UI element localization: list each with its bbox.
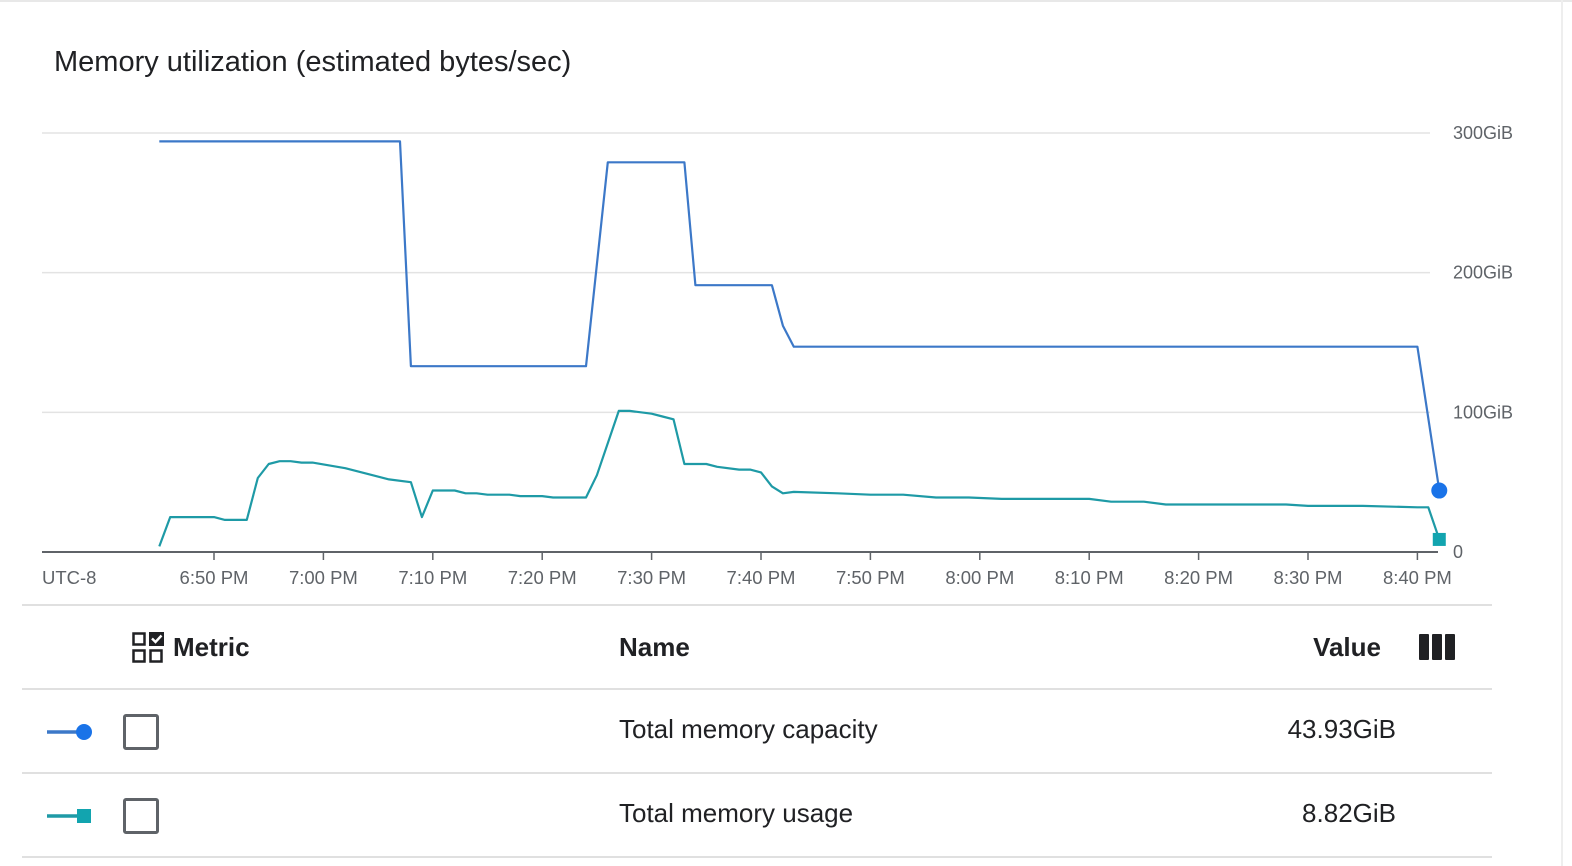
columns-icon[interactable] [1419,634,1455,660]
legend-line-circle-icon [47,724,92,740]
frame-border-right [1561,0,1563,866]
x-tick-label: 6:50 PM [180,567,249,588]
x-tick-label: 7:40 PM [727,567,796,588]
timezone-label: UTC-8 [42,567,96,588]
series-end-marker-square [1432,532,1446,546]
frame-border-top [0,0,1572,2]
metric-value: 43.93GiB [1287,714,1396,744]
metric-name: Total memory usage [619,798,854,828]
x-tick-label: 8:20 PM [1164,567,1233,588]
metric-name: Total memory capacity [619,714,878,744]
table-header: Metric Name Value [22,604,1492,690]
row-checkbox[interactable] [123,798,159,834]
x-tick-label: 7:30 PM [617,567,686,588]
metric-value: 8.82GiB [1302,798,1396,828]
y-tick-label: 300GiB [1453,123,1513,143]
x-tick-label: 8:40 PM [1383,567,1452,588]
metric-header[interactable]: Metric [173,632,250,662]
x-tick-label: 8:30 PM [1274,567,1343,588]
y-tick-label: 100GiB [1453,402,1513,422]
grid-checkbox-icon[interactable] [132,632,164,664]
y-tick-label: 200GiB [1453,263,1513,283]
series-line-total-memory-capacity [159,140,1441,491]
x-tick-label: 8:00 PM [945,567,1014,588]
name-header[interactable]: Name [619,632,690,662]
memory-chart: 0 100GiB 200GiB 300GiB UTC-8 6:50 PM 7:00 PM 7:… [42,123,1513,588]
table-row: Total memory usage 8.82GiB [22,774,1492,858]
x-tick-label: 7:50 PM [836,567,905,588]
row-checkbox[interactable] [123,714,159,750]
y-tick-label: 0 [1453,542,1463,562]
legend-line-square-icon [47,809,91,823]
table-row: Total memory capacity 43.93GiB [22,690,1492,774]
series-line-total-memory-usage [158,409,1441,547]
x-tick-label: 7:10 PM [398,567,467,588]
chart-title: Memory utilization (estimated bytes/sec) [54,46,572,78]
x-tick-label: 7:20 PM [508,567,577,588]
series-end-marker-circle [1431,482,1448,499]
x-tick-label: 8:10 PM [1055,567,1124,588]
value-header[interactable]: Value [1313,632,1381,662]
x-tick-label: 7:00 PM [289,567,358,588]
